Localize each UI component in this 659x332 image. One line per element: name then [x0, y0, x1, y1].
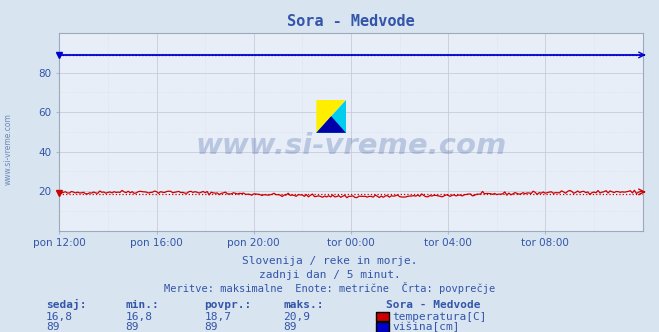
Polygon shape: [316, 100, 346, 133]
Text: 20,9: 20,9: [283, 312, 310, 322]
Text: maks.:: maks.:: [283, 300, 324, 310]
Text: višina[cm]: višina[cm]: [392, 322, 459, 332]
Text: Meritve: maksimalne  Enote: metrične  Črta: povprečje: Meritve: maksimalne Enote: metrične Črta…: [164, 282, 495, 294]
Text: Sora - Medvode: Sora - Medvode: [386, 300, 480, 310]
Text: temperatura[C]: temperatura[C]: [392, 312, 486, 322]
Polygon shape: [316, 100, 346, 133]
Text: 16,8: 16,8: [46, 312, 73, 322]
Text: min.:: min.:: [125, 300, 159, 310]
Text: 89: 89: [283, 322, 297, 332]
Text: 16,8: 16,8: [125, 312, 152, 322]
Text: 18,7: 18,7: [204, 312, 231, 322]
Text: zadnji dan / 5 minut.: zadnji dan / 5 minut.: [258, 270, 401, 280]
Text: Slovenija / reke in morje.: Slovenija / reke in morje.: [242, 256, 417, 266]
Text: www.si-vreme.com: www.si-vreme.com: [3, 114, 13, 185]
Text: 89: 89: [46, 322, 59, 332]
Text: povpr.:: povpr.:: [204, 300, 252, 310]
Text: 89: 89: [125, 322, 138, 332]
Polygon shape: [316, 116, 346, 133]
Text: 89: 89: [204, 322, 217, 332]
Title: Sora - Medvode: Sora - Medvode: [287, 14, 415, 29]
Text: sedaj:: sedaj:: [46, 299, 86, 310]
Text: www.si-vreme.com: www.si-vreme.com: [195, 132, 507, 160]
